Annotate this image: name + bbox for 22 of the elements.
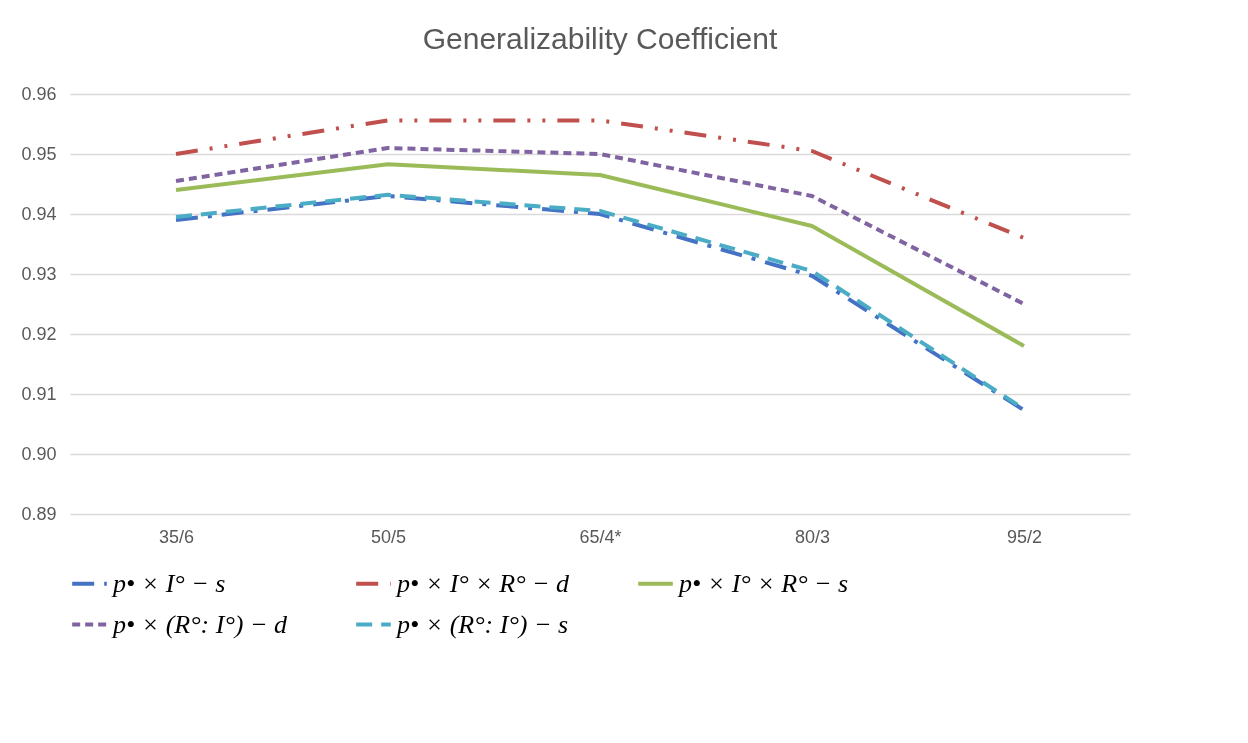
legend-label: p• × I° × R° − d — [395, 568, 571, 598]
y-tick-label: 0.93 — [21, 263, 57, 284]
x-tick-label: 35/6 — [158, 526, 195, 547]
x-tick-label: 95/2 — [1006, 526, 1043, 547]
x-tick-label: 80/3 — [794, 526, 831, 547]
line-series — [174, 146, 1026, 306]
y-tick-label: 0.90 — [21, 443, 57, 464]
legend-label: p• × (R°: I°) − s — [395, 609, 569, 639]
y-tick-label: 0.94 — [21, 203, 57, 224]
y-tick-label: 0.92 — [21, 323, 57, 344]
y-tick-label: 0.89 — [21, 503, 57, 524]
legend-label: p• × I° × R° − s — [677, 568, 849, 598]
line-series — [174, 162, 1026, 348]
legend-label: p• × I° − s — [111, 568, 226, 598]
y-tick-label: 0.96 — [21, 83, 57, 104]
y-tick-label: 0.95 — [21, 143, 57, 164]
x-tick-label: 50/5 — [370, 526, 407, 547]
y-tick-label: 0.91 — [21, 383, 57, 404]
chart-title: Generalizability Coefficient — [422, 22, 778, 55]
x-tick-label: 65/4* — [579, 526, 622, 547]
legend-label: p• × (R°: I°) − d — [111, 609, 288, 639]
line-series — [174, 118, 1026, 240]
